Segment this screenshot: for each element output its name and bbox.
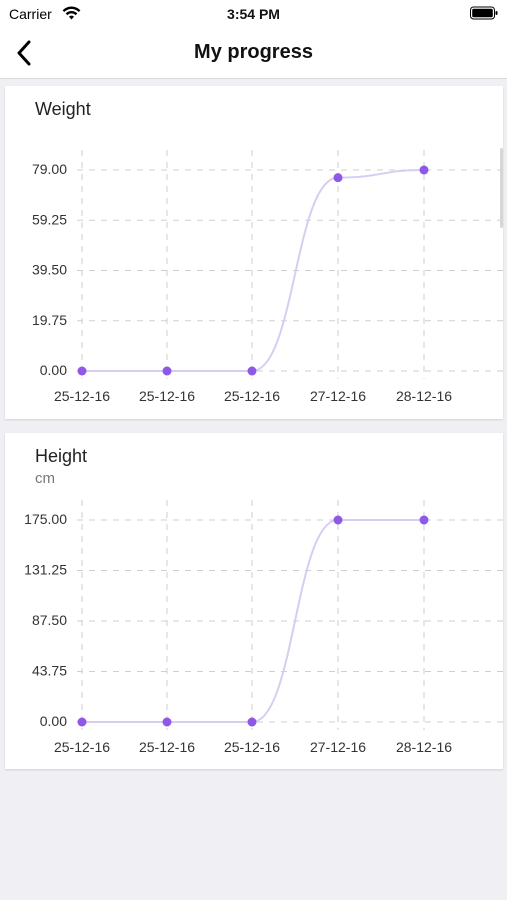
data-point [333,173,343,183]
series-line [82,169,425,373]
x-tick-label: 25-12-16 [224,739,280,755]
x-tick-label: 27-12-16 [310,739,366,755]
back-button[interactable] [8,36,40,70]
weight-chart-card: Weight 79.00 59.25 39.50 19.75 0.00 25-12-16 2… [5,86,503,419]
x-tick-label: 25-12-16 [139,739,195,755]
y-tick-label: 19.75 [32,312,67,328]
chart-unit: cm [35,470,55,487]
y-tick-label: 79.00 [32,161,67,177]
y-tick-label: 87.50 [32,612,67,628]
data-point [419,165,429,175]
height-chart-card: Height cm 175.00 131.25 87.50 43.75 0.00 25-1… [5,433,503,769]
x-tick-label: 25-12-16 [224,388,280,404]
x-tick-label: 28-12-16 [396,739,452,755]
data-point [247,366,257,376]
data-point [333,515,343,525]
data-point [419,515,429,525]
x-tick-label: 25-12-16 [54,388,110,404]
y-tick-label: 39.50 [32,262,67,278]
status-bar: Carrier 3:54 PM [0,0,507,28]
data-point [162,366,172,376]
chevron-left-icon [17,40,31,66]
data-point [77,366,87,376]
scroll-indicator [500,148,503,228]
chart-title: Weight [35,99,91,119]
x-tick-label: 25-12-16 [54,739,110,755]
y-tick-label: 0.00 [40,713,67,729]
battery-icon [470,6,498,20]
chart-title: Height [35,446,88,466]
data-point [77,717,87,727]
data-point [162,717,172,727]
y-tick-label: 59.25 [32,211,67,227]
x-tick-label: 28-12-16 [396,388,452,404]
carrier-label: Carrier [9,6,52,22]
height-chart: 175.00 131.25 87.50 43.75 0.00 25-12-16 25-12-… [24,500,503,755]
y-tick-label: 175.00 [24,511,67,527]
y-tick-label: 131.25 [24,562,67,578]
y-tick-label: 0.00 [40,362,67,378]
wifi-icon [62,6,81,20]
navigation-bar: My progress [0,28,507,79]
x-tick-label: 27-12-16 [310,388,366,404]
y-tick-label: 43.75 [32,663,67,679]
data-point [247,717,257,727]
status-time: 3:54 PM [227,6,280,22]
page-title: My progress [194,41,313,63]
x-tick-label: 25-12-16 [139,388,195,404]
series-line [82,519,424,724]
weight-chart: 79.00 59.25 39.50 19.75 0.00 25-12-16 25-12-16… [32,150,503,404]
